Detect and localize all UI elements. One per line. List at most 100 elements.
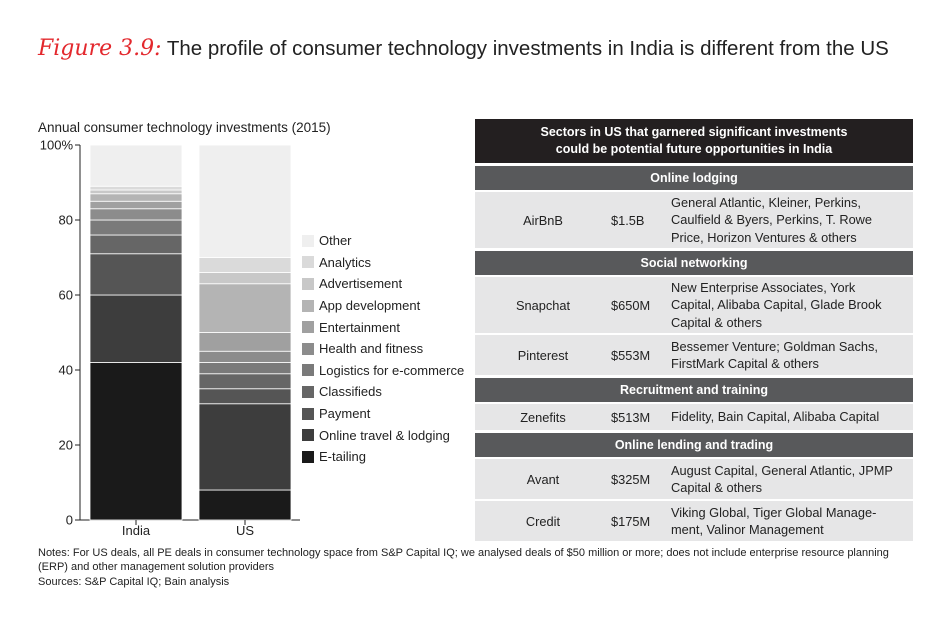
legend-swatch: [302, 450, 314, 463]
legend-item: E-tailing: [302, 446, 464, 468]
legend-item: Logistics for e-commerce: [302, 360, 464, 382]
bar-segment-india-e-tailing: [89, 362, 183, 521]
bar-segment-india-app-development: [89, 193, 183, 202]
legend-swatch: [302, 385, 314, 398]
section-header: Online lodging: [475, 166, 913, 190]
chart-title: Annual consumer technology investments (…: [38, 120, 331, 135]
figure-title: Figure 3.9: The profile of consumer tech…: [38, 36, 889, 61]
bar-segment-india-health-and-fitness: [89, 208, 183, 221]
bar-segment-us-analytics: [198, 257, 292, 273]
table-row: Zenefits $513M Fidelity, Bain Capital, Ali…: [475, 404, 913, 430]
company-cell: Pinterest: [517, 347, 569, 363]
bar-segment-us-app-development: [198, 283, 292, 333]
investors-cell: August Capital, General Atlantic, JPMP Ca…: [671, 462, 913, 497]
legend-item: Advertisement: [302, 273, 464, 295]
investors-line: Bessemer Venture; Goldman Sachs,: [671, 338, 878, 354]
investors-line: New Enterprise Associates, York: [671, 279, 856, 295]
note-line: (ERP) and other management solution prov…: [38, 561, 275, 574]
investors-cell: New Enterprise Associates, York Capital, …: [671, 279, 913, 332]
company-cell: Credit: [525, 513, 561, 529]
note-line: Sources: S&P Capital IQ; Bain analysis: [38, 575, 230, 588]
legend-label: Analytics: [319, 254, 372, 270]
bar-segment-us-advertisement: [198, 272, 292, 285]
table-row: AirBnB $1.5B General Atlantic, Kleiner, Pe…: [475, 192, 913, 248]
legend-swatch: [302, 429, 314, 442]
investors-line: Viking Global, Tiger Global Manage-: [671, 504, 877, 520]
investors-line: Capital & others: [671, 314, 763, 330]
y-tick-label: 0: [66, 513, 73, 528]
legend-label: App development: [319, 298, 421, 314]
y-tick-label: 20: [59, 438, 73, 453]
legend-item: Classifieds: [302, 381, 464, 403]
investors-line: ment, Valinor Management: [671, 522, 824, 537]
investors-cell: Fidelity, Bain Capital, Alibaba Capital: [671, 408, 913, 426]
company-cell: AirBnB: [523, 212, 563, 228]
amount-cell: $513M: [611, 409, 651, 425]
legend-swatch: [302, 407, 314, 420]
bar-segment-india-entertainment: [89, 200, 183, 210]
table-body: Online lodging AirBnB $1.5B General Atlanti…: [475, 166, 913, 541]
investors-cell: Bessemer Venture; Goldman Sachs, FirstMar…: [671, 338, 913, 373]
investors-line: Price, Horizon Ventures & others: [671, 229, 857, 245]
investors-line: Caulfield & Byers, Perkins, T. Rowe: [671, 212, 873, 228]
legend-item: Online travel & lodging: [302, 424, 464, 446]
legend-label: Advertisement: [319, 276, 403, 292]
legend-swatch: [302, 234, 314, 247]
company-cell: Avant: [526, 471, 560, 487]
investors-line: General Atlantic, Kleiner, Perkins,: [671, 194, 861, 210]
bar-segment-us-online-travel-lodging: [198, 403, 292, 491]
legend-label: E-tailing: [319, 449, 366, 465]
figure-heading: The profile of consumer technology inves…: [166, 37, 889, 60]
amount-cell: $325M: [611, 471, 651, 487]
amount-cell: $175M: [611, 513, 651, 529]
legend-swatch: [302, 321, 314, 334]
legend-swatch: [302, 256, 314, 269]
legend-label: Classifieds: [319, 384, 382, 400]
bar-segment-us-other: [198, 144, 292, 258]
y-tick-label: 40: [59, 363, 73, 378]
legend-item: App development: [302, 295, 464, 317]
legend-item: Health and fitness: [302, 338, 464, 360]
bar-segment-india-advertisement: [89, 189, 183, 195]
bar-segment-india-analytics: [89, 185, 183, 191]
table-header-line-1: Sectors in US that garnered significant …: [540, 125, 848, 139]
notes: Notes: For US deals, all PE deals in con…: [38, 546, 918, 589]
investors-line: FirstMark Capital & others: [671, 356, 819, 371]
table-row: Pinterest $553M Bessemer Venture; Goldman …: [475, 335, 913, 375]
legend-item: Other: [302, 230, 464, 252]
legend-label: Online travel & lodging: [319, 427, 450, 443]
investors-line: Capital & others: [671, 480, 763, 495]
y-tick-label: 80: [59, 213, 73, 228]
legend-label: Entertainment: [319, 319, 400, 335]
table-row: Snapchat $650M New Enterprise Associates, …: [475, 277, 913, 333]
legend-label: Payment: [319, 406, 371, 422]
legend-swatch: [302, 364, 314, 377]
bar-segment-us-e-tailing: [198, 489, 292, 521]
company-cell: Zenefits: [520, 409, 566, 425]
investors-line: Capital, Alibaba Capital, Glade Brook: [671, 297, 882, 313]
y-tick-label: 60: [59, 288, 73, 303]
investors-cell: Viking Global, Tiger Global Manage-ment,…: [671, 504, 913, 539]
legend-label: Logistics for e-commerce: [319, 362, 465, 378]
legend-swatch: [302, 277, 314, 290]
bar-segment-india-other: [89, 144, 183, 187]
bar-segment-us-entertainment: [198, 332, 292, 352]
bar-segment-india-classifieds: [89, 234, 183, 255]
bar-segment-india-logistics-for-e-commerce: [89, 219, 183, 236]
note-line: Notes: For US deals, all PE deals in con…: [38, 547, 889, 559]
table-row: Avant $325M August Capital, General Atlant…: [475, 459, 913, 499]
legend-item: Analytics: [302, 252, 464, 274]
section-header: Social networking: [475, 251, 913, 275]
bar-segment-india-online-travel-lodging: [89, 294, 183, 363]
investors-line: August Capital, General Atlantic, JPMP: [671, 462, 893, 478]
investors-cell: General Atlantic, Kleiner, Perkins, Caulf…: [671, 194, 913, 247]
bar-segment-us-payment: [198, 388, 292, 405]
legend-swatch: [302, 299, 314, 312]
x-tick-label-us: US: [236, 523, 254, 538]
amount-cell: $553M: [611, 347, 651, 363]
section-header: Online lending and trading: [475, 433, 913, 457]
legend-item: Entertainment: [302, 316, 464, 338]
legend-swatch: [302, 342, 314, 355]
table-header-line-2: could be potential future opportunities …: [555, 142, 833, 156]
